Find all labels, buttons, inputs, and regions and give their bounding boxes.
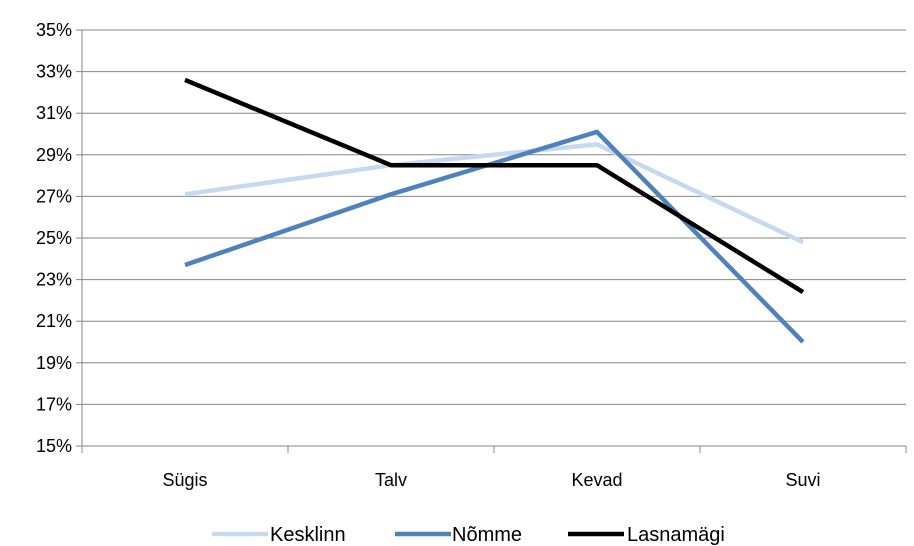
- y-tick-label: 33%: [36, 62, 72, 82]
- legend-label: Kesklinn: [270, 524, 346, 546]
- y-tick-label: 27%: [36, 186, 72, 206]
- y-tick-label: 15%: [36, 436, 72, 456]
- x-category-label: Suvi: [785, 470, 820, 490]
- x-category-label: Talv: [375, 470, 407, 490]
- legend: Kesklinn Nõmme Lasnamägi: [212, 524, 725, 546]
- x-axis: Sügis Talv Kevad Suvi: [81, 445, 907, 490]
- y-tick-label: 23%: [36, 270, 72, 290]
- y-tick-label: 31%: [36, 103, 72, 123]
- legend-label: Nõmme: [452, 524, 522, 546]
- y-tick-label: 29%: [36, 145, 72, 165]
- series-line-lasnamägi: [184, 77, 805, 295]
- y-tick-label: 21%: [36, 311, 72, 331]
- y-tick-label: 35%: [36, 20, 72, 40]
- x-category-label: Kevad: [571, 470, 622, 490]
- gridlines: [82, 29, 906, 447]
- series-lines: [184, 77, 805, 344]
- legend-label: Lasnamägi: [627, 524, 725, 546]
- y-tick-label: 25%: [36, 228, 72, 248]
- x-category-label: Sügis: [162, 470, 207, 490]
- y-tick-label: 19%: [36, 353, 72, 373]
- y-tick-label: 17%: [36, 394, 72, 414]
- y-axis: 15% 17% 19% 21% 23% 25% 27% 29% 31% 33% 35%: [36, 20, 83, 456]
- series-line-kesklinn: [184, 142, 804, 245]
